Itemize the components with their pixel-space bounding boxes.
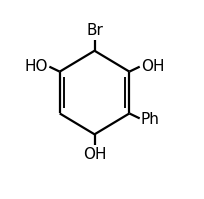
Text: OH: OH [140,59,164,74]
Text: Ph: Ph [140,111,159,127]
Text: Br: Br [86,23,102,38]
Text: OH: OH [82,147,106,162]
Text: HO: HO [24,59,48,74]
